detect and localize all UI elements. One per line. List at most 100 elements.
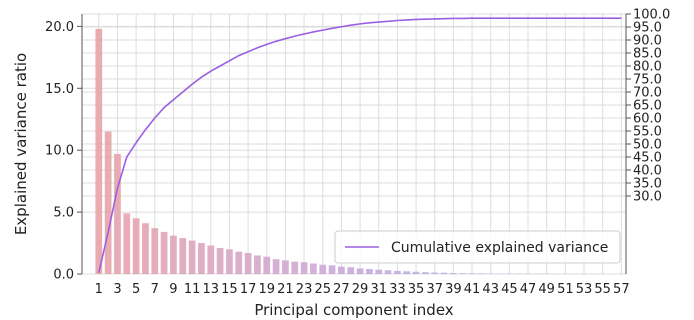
bars: [95, 28, 607, 274]
x-tick-label: 13: [202, 282, 219, 297]
bar-38: [440, 272, 448, 274]
right-tick-label: 90.0: [633, 34, 662, 49]
bar-2: [104, 131, 112, 274]
x-tick-label: 41: [464, 282, 481, 297]
bar-35: [412, 271, 420, 274]
y-ticks: 0.0 5.0 10.0 15.0 20.0: [45, 20, 82, 283]
x-tick-label: 1: [95, 282, 103, 297]
x-tick-label: 49: [538, 282, 555, 297]
y-axis-label: Explained variance ratio: [12, 53, 30, 235]
x-tick-label: 57: [613, 282, 630, 297]
bar-34: [403, 271, 411, 274]
x-tick-label: 9: [169, 282, 177, 297]
legend-box: [334, 230, 621, 264]
bar-23: [300, 262, 308, 274]
x-tick-label: 37: [426, 282, 443, 297]
bar-15: [226, 249, 233, 274]
right-tick-label: 30.0: [633, 190, 662, 205]
right-tick-label: 70.0: [633, 86, 662, 101]
x-tick-label: 29: [352, 282, 369, 297]
right-tick-label: 100.0: [633, 8, 670, 23]
bar-9: [170, 235, 177, 274]
bar-18: [254, 255, 261, 274]
bar-11: [188, 240, 196, 274]
bar-6: [142, 223, 149, 274]
x-tick-label: 27: [333, 282, 350, 297]
bar-30: [366, 269, 373, 274]
bar-21: [282, 260, 289, 274]
x-tick-label: 53: [576, 282, 593, 297]
bar-8: [160, 231, 168, 274]
right-tick-label: 85.0: [633, 47, 662, 62]
right-tick-label: 40.0: [633, 164, 662, 179]
y-tick-label: 0.0: [53, 268, 74, 283]
right-tick-label: 50.0: [633, 138, 662, 153]
bar-31: [375, 269, 383, 274]
x-tick-label: 51: [557, 282, 574, 297]
x-tick-label: 43: [482, 282, 499, 297]
x-tick-label: 19: [258, 282, 275, 297]
x-tick-label: 55: [594, 282, 611, 297]
bar-3: [114, 153, 121, 274]
cumulative-line: [98, 17, 622, 273]
bar-33: [394, 270, 401, 274]
right-tick-label: 60.0: [633, 112, 662, 127]
x-tick-label: 15: [221, 282, 238, 297]
y-tick-label: 10.0: [45, 144, 74, 159]
y-tick-label: 15.0: [45, 82, 74, 97]
bar-22: [291, 261, 299, 274]
bar-41: [468, 273, 476, 274]
x-tick-label: 3: [113, 282, 121, 297]
right-tick-label: 95.0: [633, 21, 662, 36]
bar-10: [179, 238, 187, 274]
cumulative-line-group: [98, 17, 622, 273]
bar-19: [263, 256, 271, 274]
x-tick-label: 17: [240, 282, 257, 297]
legend: Cumulative explained variance: [334, 230, 621, 264]
bar-32: [384, 270, 392, 274]
bar-1: [95, 28, 103, 274]
x-tick-label: 45: [501, 282, 518, 297]
bar-26: [328, 265, 336, 274]
x-ticks: 1 3 5 7 9 11 13 15 17 19 21 23 25 27 29 31 33 35 37 39 41 43 4…: [95, 282, 630, 297]
bar-25: [319, 264, 327, 274]
y-tick-label: 20.0: [45, 20, 74, 35]
x-tick-label: 47: [520, 282, 537, 297]
bar-37: [431, 272, 439, 274]
bar-16: [235, 251, 243, 274]
bar-5: [132, 218, 140, 274]
right-tick-label: 45.0: [633, 151, 662, 166]
x-tick-label: 5: [132, 282, 140, 297]
bar-27: [338, 266, 345, 274]
bar-29: [356, 268, 364, 274]
bar-36: [422, 272, 429, 274]
x-tick-label: 11: [184, 282, 201, 297]
right-tick-label: 35.0: [633, 177, 662, 192]
y-tick-label: 5.0: [53, 206, 74, 221]
x-tick-label: 7: [151, 282, 159, 297]
bar-40: [459, 273, 467, 274]
bar-7: [151, 228, 159, 274]
bar-42: [478, 273, 485, 274]
bar-39: [450, 273, 457, 274]
right-tick-label: 55.0: [633, 125, 662, 140]
bar-28: [347, 267, 355, 274]
x-tick-label: 39: [445, 282, 462, 297]
x-tick-label: 23: [296, 282, 313, 297]
x-axis-label: Principal component index: [254, 301, 453, 319]
x-tick-label: 25: [314, 282, 331, 297]
bar-17: [244, 252, 252, 274]
right-tick-label: 80.0: [633, 60, 662, 75]
bar-14: [216, 248, 224, 274]
bar-24: [310, 263, 317, 274]
right-y-ticks: 30.035.040.045.050.055.060.065.070.075.0…: [626, 8, 670, 205]
bar-4: [123, 213, 131, 274]
right-tick-label: 75.0: [633, 73, 662, 88]
x-tick-label: 35: [408, 282, 425, 297]
x-tick-label: 33: [389, 282, 406, 297]
x-tick-label: 21: [277, 282, 294, 297]
x-tick-label: 31: [370, 282, 387, 297]
bar-12: [198, 243, 205, 274]
right-tick-label: 65.0: [633, 99, 662, 114]
